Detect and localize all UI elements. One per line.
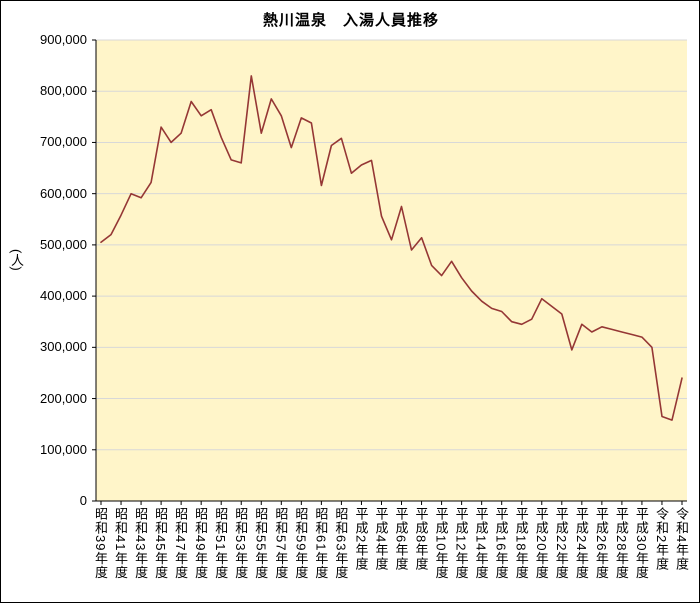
x-tick-label: 平成28年度 xyxy=(613,507,629,580)
x-tick-label: 令和2年度 xyxy=(653,507,669,572)
x-tick-label: 平成30年度 xyxy=(633,507,649,580)
x-tick-label: 平成20年度 xyxy=(533,507,549,580)
y-tick-label: 700,000 xyxy=(40,134,87,150)
y-tick-label: 300,000 xyxy=(40,339,87,355)
chart-title: 熱川温泉 入湯人員推移 xyxy=(262,12,439,29)
plot-area xyxy=(96,40,687,501)
y-tick-label: 600,000 xyxy=(40,185,87,201)
x-tick-label: 令和4年度 xyxy=(673,507,689,572)
x-tick-label: 平成18年度 xyxy=(513,507,529,580)
x-tick-label: 昭和47年度 xyxy=(173,507,189,580)
x-tick-label: 平成26年度 xyxy=(593,507,609,580)
x-tick-label: 平成12年度 xyxy=(453,507,469,580)
y-tick-label: 500,000 xyxy=(40,236,87,252)
y-tick-label: 200,000 xyxy=(40,390,87,406)
y-tick-label: 0 xyxy=(79,493,87,508)
x-tick-label: 平成16年度 xyxy=(493,507,509,580)
x-tick-label: 平成6年度 xyxy=(393,507,409,572)
x-tick-label: 昭和57年度 xyxy=(273,507,289,580)
x-tick-label: 昭和61年度 xyxy=(313,507,329,580)
y-tick-label: 100,000 xyxy=(40,441,87,457)
x-tick-label: 昭和63年度 xyxy=(333,507,349,580)
y-tick-label: 800,000 xyxy=(40,83,87,99)
y-tick-label: 900,000 xyxy=(40,32,87,47)
x-tick-label: 昭和55年度 xyxy=(253,507,269,580)
x-tick-label: 平成4年度 xyxy=(373,507,389,572)
x-tick-label: 昭和51年度 xyxy=(213,507,229,580)
x-tick-label: 平成10年度 xyxy=(433,507,449,580)
x-tick-label: 昭和45年度 xyxy=(153,507,169,580)
x-tick-label: 平成24年度 xyxy=(573,507,589,580)
y-axis-unit-label: (人) xyxy=(9,249,24,271)
data-line xyxy=(100,75,683,421)
x-tick-label: 平成22年度 xyxy=(553,507,569,580)
x-tick-label: 平成8年度 xyxy=(413,507,429,572)
x-tick-label: 昭和49年度 xyxy=(193,507,209,580)
x-tick-label: 昭和41年度 xyxy=(113,507,129,580)
x-tick-label: 昭和39年度 xyxy=(93,507,108,580)
x-tick-label: 昭和43年度 xyxy=(133,507,149,580)
x-tick-label: 平成14年度 xyxy=(473,507,489,580)
x-tick-label: 昭和59年度 xyxy=(293,507,309,580)
y-tick-label: 400,000 xyxy=(40,288,87,304)
x-tick-label: 昭和53年度 xyxy=(233,507,249,580)
x-tick-label: 平成2年度 xyxy=(353,507,369,572)
